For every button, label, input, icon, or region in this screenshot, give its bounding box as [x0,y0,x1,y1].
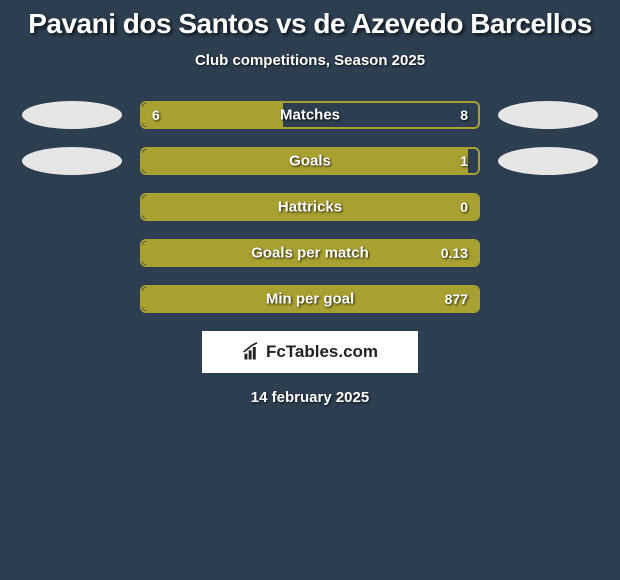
brand-text: FcTables.com [266,342,378,362]
stat-value-right: 877 [445,291,468,307]
date-label: 14 february 2025 [12,389,608,406]
stat-value-left: 6 [152,107,160,123]
stat-label: Min per goal [266,291,354,308]
comparison-infographic: Pavani dos Santos vs de Azevedo Barcello… [0,0,620,414]
stat-row: Matches 6 8 [12,101,608,129]
ellipse-spacer [22,239,122,267]
ellipse-spacer [498,239,598,267]
stat-bar: Min per goal 877 [140,285,480,313]
subtitle: Club competitions, Season 2025 [12,52,608,69]
stat-bar: Matches 6 8 [140,101,480,129]
stat-label: Hattricks [278,199,342,216]
brand-logo: FcTables.com [202,331,418,373]
ellipse-spacer [22,285,122,313]
player-right-ellipse [498,101,598,129]
stat-row: Min per goal 877 [12,285,608,313]
bar-fill-left [142,103,283,127]
stat-value-right: 1 [460,153,468,169]
stat-value-right: 8 [460,107,468,123]
ellipse-spacer [498,285,598,313]
ellipse-spacer [498,193,598,221]
stat-label: Goals [289,153,331,170]
stat-label: Matches [280,107,340,124]
chart-icon [242,342,262,362]
stat-rows: Matches 6 8 Goals 1 Hattricks 0 Goals per match… [12,101,608,313]
stat-value-right: 0.13 [441,245,468,261]
stat-row: Hattricks 0 [12,193,608,221]
stat-bar: Goals 1 [140,147,480,175]
player-left-ellipse [22,101,122,129]
stat-row: Goals per match 0.13 [12,239,608,267]
page-title: Pavani dos Santos vs de Azevedo Barcello… [12,8,608,40]
stat-label: Goals per match [251,245,369,262]
stat-bar: Hattricks 0 [140,193,480,221]
stat-value-right: 0 [460,199,468,215]
stat-bar: Goals per match 0.13 [140,239,480,267]
player-left-ellipse [22,147,122,175]
ellipse-spacer [22,193,122,221]
player-right-ellipse [498,147,598,175]
stat-row: Goals 1 [12,147,608,175]
